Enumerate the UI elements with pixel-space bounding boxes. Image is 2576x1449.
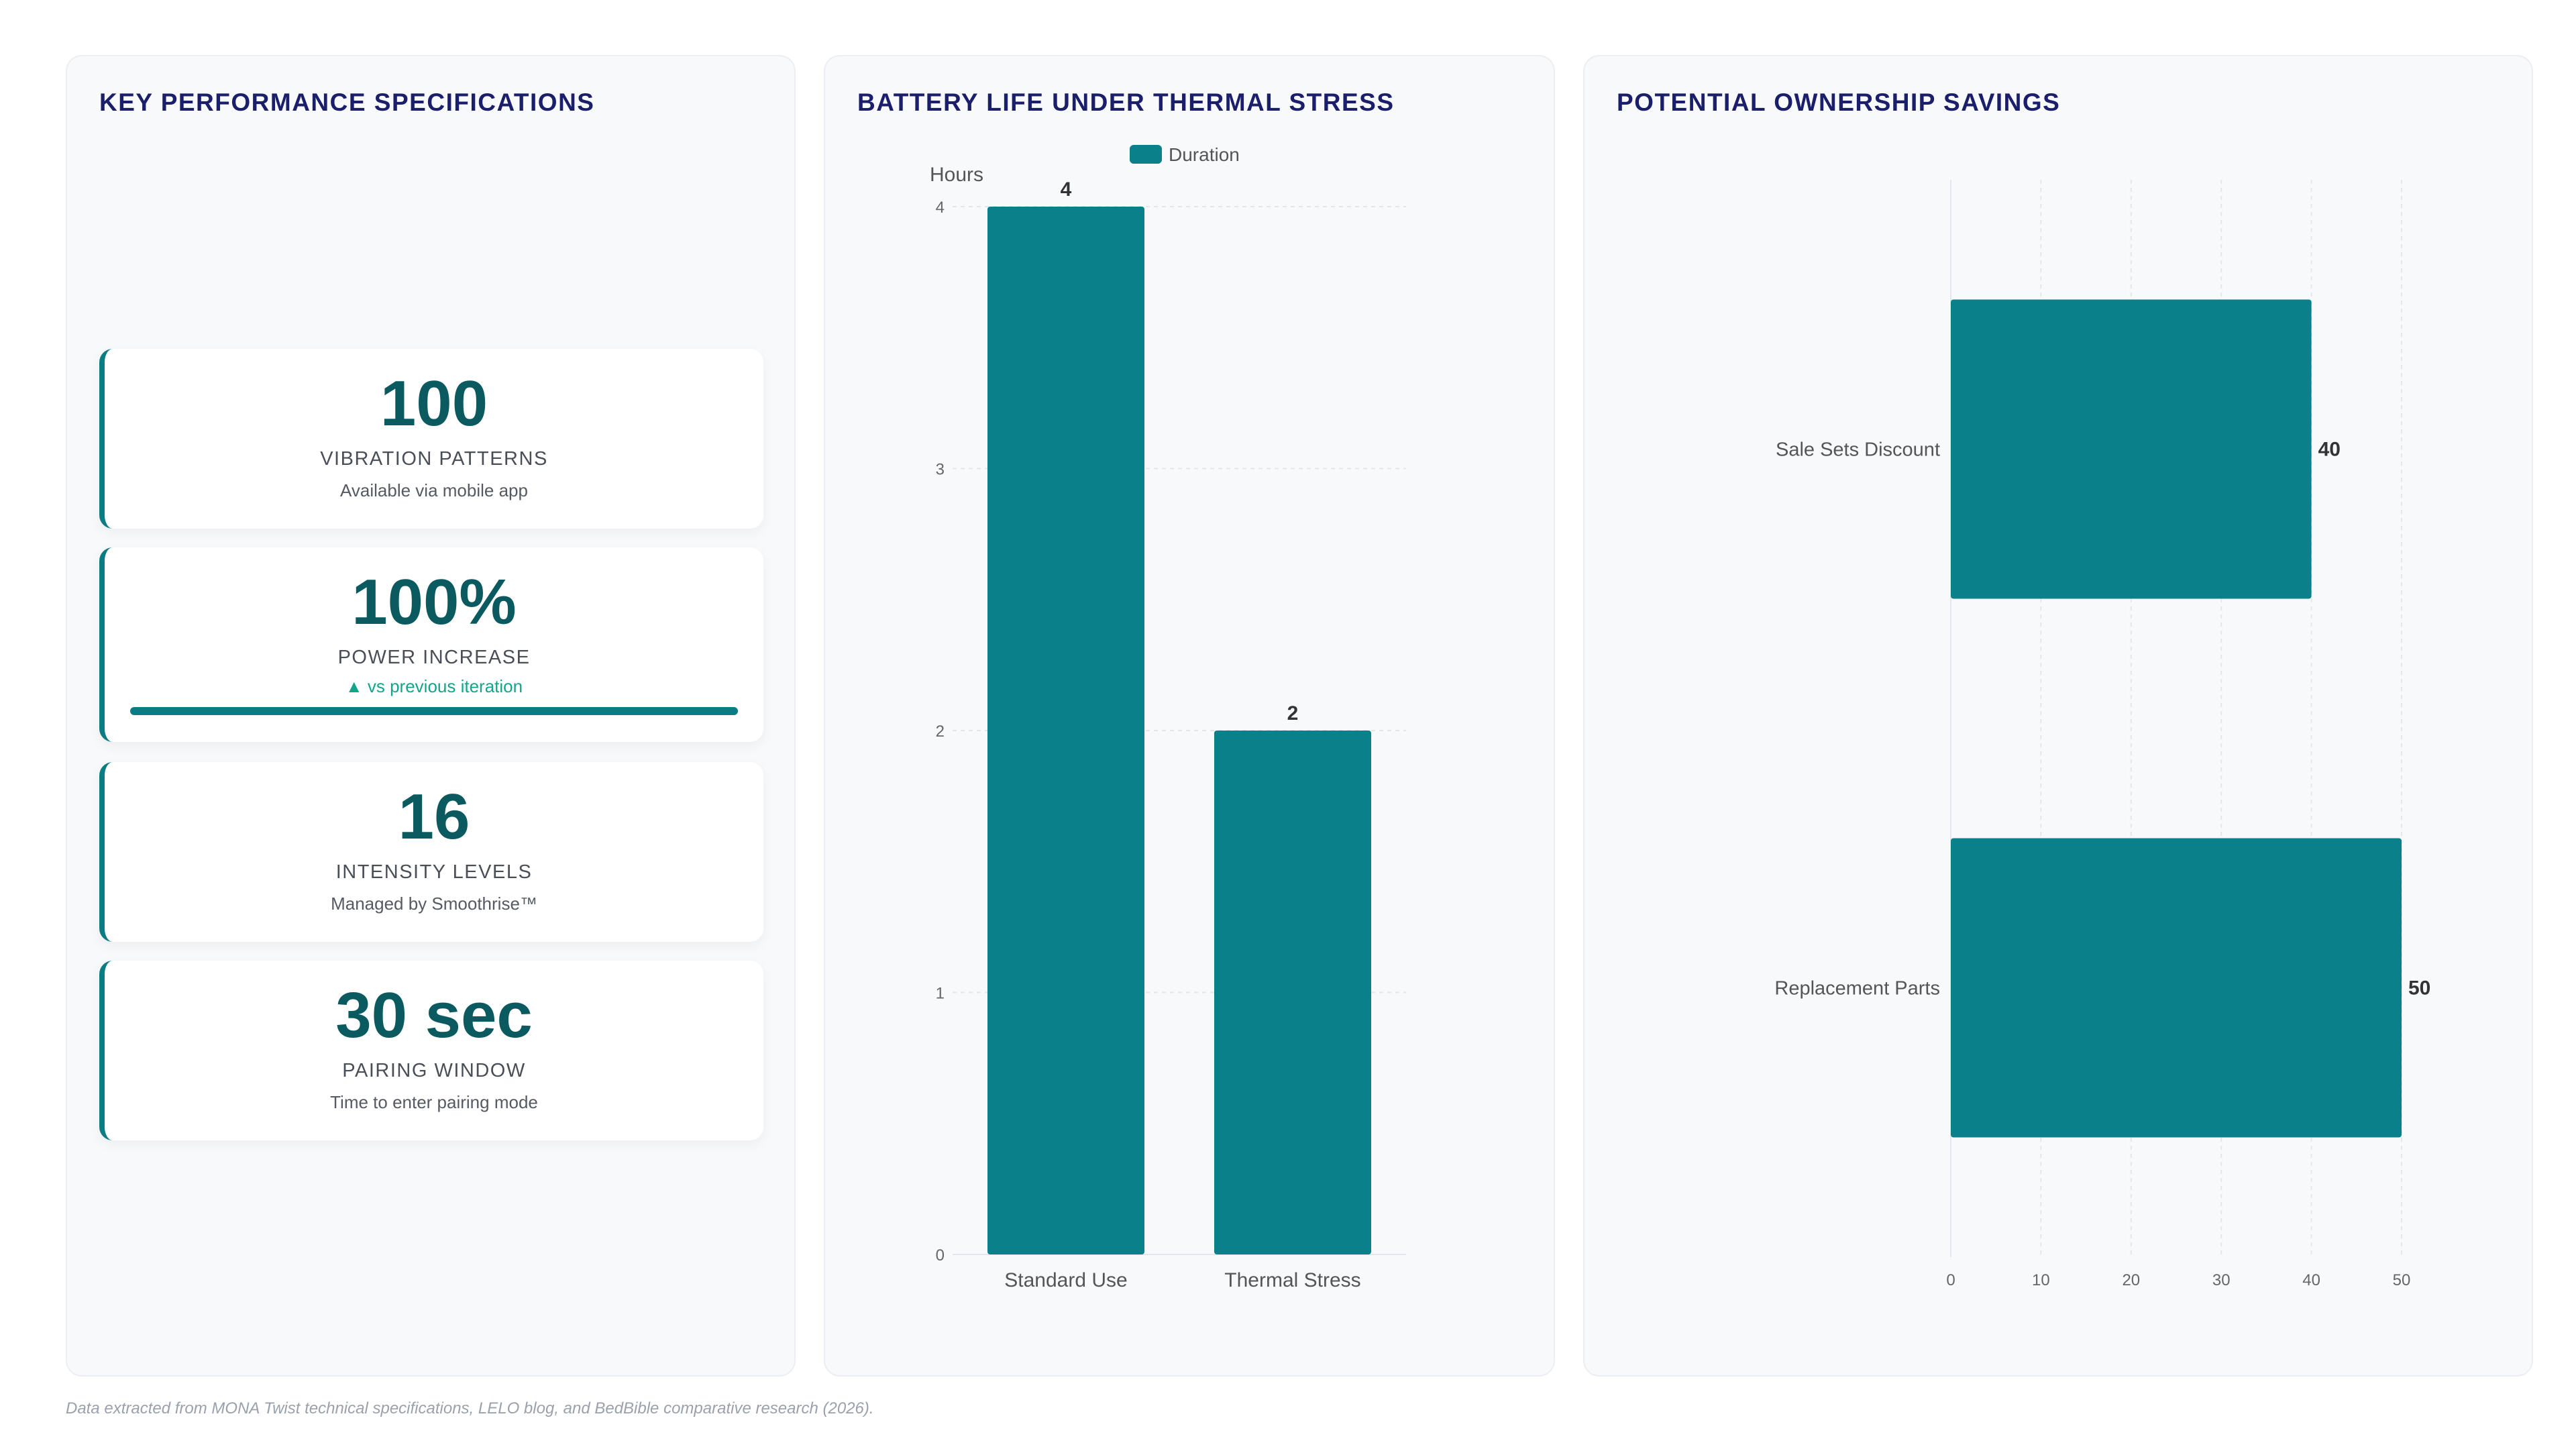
kpi-progress-bar [130, 707, 738, 715]
legend-swatch [1130, 145, 1162, 164]
kpi-panel-title: KEY PERFORMANCE SPECIFICATIONS [99, 89, 595, 116]
kpi-card-pairing-window: 30 sec PAIRING WINDOW Time to enter pair… [99, 961, 763, 1140]
kpi-subtext: Managed by Smoothrise™ [331, 894, 537, 914]
kpi-trend-text: ▲ vs previous iteration [345, 676, 523, 696]
savings-bar-chart: 0 10 20 30 40 50 40 Sale Sets Discount 50 Replace… [1774, 180, 2430, 1289]
legend-label: Duration [1169, 144, 1240, 165]
y-tick-label: 2 [936, 722, 945, 741]
data-label: 4 [1061, 178, 1072, 201]
bar-thermal-stress [1214, 731, 1371, 1254]
kpi-subtext: Time to enter pairing mode [330, 1092, 538, 1112]
kpi-label: VIBRATION PATTERNS [320, 448, 548, 470]
bar-replacement-parts [1951, 838, 2402, 1138]
data-label: 40 [2318, 439, 2341, 461]
bar-standard-use [987, 207, 1144, 1254]
kpi-card-power-increase: 100% POWER INCREASE ▲ vs previous iterat… [99, 547, 763, 742]
bar-sale-sets-discount [1951, 299, 2312, 599]
x-tick-label: Thermal Stress [1224, 1269, 1360, 1291]
kpi-panel: KEY PERFORMANCE SPECIFICATIONS 100 VIBRA… [66, 55, 796, 1377]
y-axis-label: Hours [930, 164, 983, 186]
battery-bar-chart: Duration Hours 0 1 2 3 4 4 Standard Use 2 Thermal … [930, 144, 1406, 1291]
x-tick-label: 20 [2122, 1271, 2140, 1289]
y-tick-label: Sale Sets Discount [1776, 439, 1940, 461]
x-tick-label: 40 [2302, 1271, 2320, 1289]
kpi-value: 30 sec [335, 979, 533, 1051]
x-tick-label: 0 [1946, 1271, 1955, 1289]
savings-panel: POTENTIAL OWNERSHIP SAVINGS 0 10 20 30 40 50 4… [1583, 55, 2533, 1377]
battery-panel: BATTERY LIFE UNDER THERMAL STRESS Durati… [824, 55, 1555, 1377]
kpi-value: 100% [352, 566, 517, 638]
y-tick-label: Replacement Parts [1774, 978, 1940, 1000]
x-tick-label: 50 [2393, 1271, 2411, 1289]
kpi-label: POWER INCREASE [337, 647, 531, 668]
data-label: 50 [2408, 977, 2430, 1000]
footnote: Data extracted from MONA Twist technical… [66, 1399, 874, 1417]
kpi-value: 100 [380, 368, 488, 439]
data-label: 2 [1287, 702, 1299, 724]
kpi-card-intensity-levels: 16 INTENSITY LEVELS Managed by Smoothris… [99, 762, 763, 942]
savings-panel-title: POTENTIAL OWNERSHIP SAVINGS [1617, 89, 2061, 116]
x-tick-label: 30 [2212, 1271, 2231, 1289]
kpi-value: 16 [398, 781, 470, 853]
y-tick-label: 1 [936, 985, 945, 1003]
battery-panel-title: BATTERY LIFE UNDER THERMAL STRESS [857, 89, 1395, 116]
kpi-label: INTENSITY LEVELS [335, 861, 533, 883]
y-tick-label: 4 [936, 199, 945, 217]
kpi-card-vibration-patterns: 100 VIBRATION PATTERNS Available via mob… [99, 349, 763, 529]
y-tick-label: 3 [936, 461, 945, 479]
x-tick-label: 10 [2032, 1271, 2050, 1289]
kpi-subtext: Available via mobile app [340, 480, 528, 500]
x-tick-label: Standard Use [1004, 1269, 1127, 1291]
y-tick-label: 0 [936, 1246, 945, 1265]
kpi-label: PAIRING WINDOW [342, 1060, 526, 1081]
